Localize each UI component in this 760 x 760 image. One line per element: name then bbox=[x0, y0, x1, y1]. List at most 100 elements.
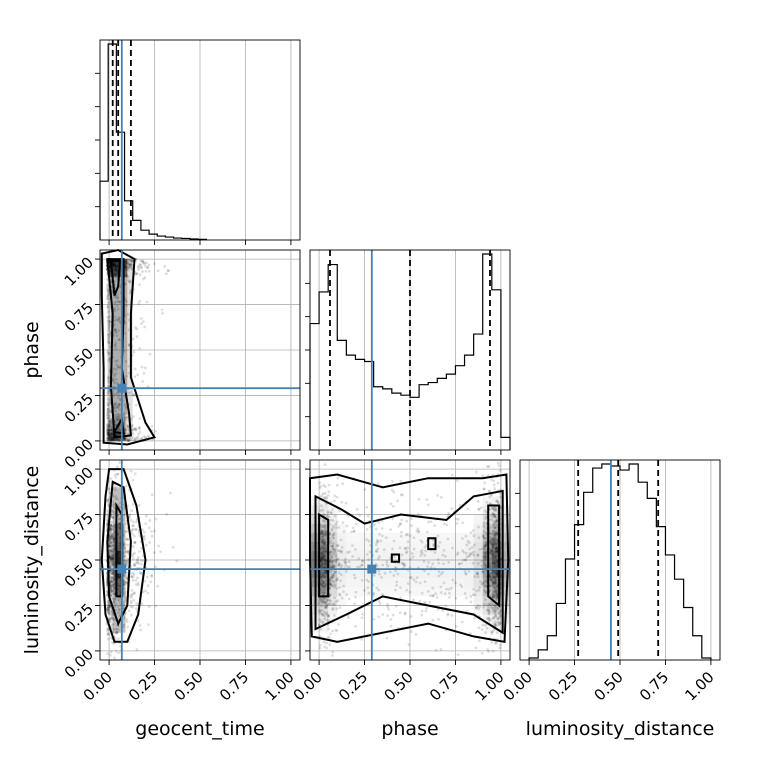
scatter-point bbox=[131, 545, 135, 548]
scatter-point bbox=[396, 499, 399, 503]
density-cell bbox=[346, 578, 356, 588]
scatter-point bbox=[136, 265, 140, 268]
scatter-point bbox=[106, 430, 109, 434]
scatter-point bbox=[106, 609, 110, 613]
density-cell bbox=[455, 569, 465, 579]
scatter-point bbox=[111, 601, 115, 604]
scatter-point bbox=[386, 603, 390, 606]
density-cell bbox=[446, 569, 456, 579]
scatter-point bbox=[108, 400, 112, 404]
scatter-point bbox=[148, 352, 152, 356]
scatter-point bbox=[108, 617, 112, 621]
scatter-point bbox=[344, 501, 348, 505]
scatter-point bbox=[124, 298, 128, 302]
scatter-point bbox=[465, 596, 468, 600]
scatter-point bbox=[387, 607, 390, 611]
scatter-point bbox=[125, 374, 129, 378]
scatter-point bbox=[108, 544, 112, 548]
scatter-point bbox=[106, 306, 110, 309]
scatter-point bbox=[144, 543, 148, 547]
scatter-point bbox=[113, 603, 117, 606]
density-cell bbox=[419, 569, 429, 579]
scatter-point bbox=[126, 268, 130, 272]
scatter-point bbox=[403, 612, 407, 616]
scatter-point bbox=[335, 483, 339, 487]
scatter-point bbox=[116, 433, 120, 437]
scatter-point bbox=[133, 591, 136, 595]
scatter-point bbox=[143, 366, 147, 370]
scatter-point bbox=[115, 598, 118, 602]
density-cell bbox=[319, 605, 329, 615]
scatter-point bbox=[169, 491, 172, 495]
scatter-point bbox=[111, 527, 115, 531]
density-cell bbox=[437, 550, 447, 560]
scatter-point bbox=[107, 310, 111, 314]
scatter-point bbox=[108, 603, 111, 607]
scatter-point bbox=[138, 283, 142, 287]
scatter-point bbox=[106, 410, 110, 414]
scatter-point bbox=[468, 631, 472, 635]
scatter-point bbox=[134, 578, 138, 582]
scatter-point bbox=[110, 432, 113, 436]
scatter-point bbox=[409, 615, 413, 618]
scatter-point bbox=[147, 623, 150, 627]
scatter-point bbox=[113, 295, 116, 298]
scatter-point bbox=[125, 620, 129, 623]
scatter-point bbox=[112, 563, 116, 567]
scatter-point bbox=[424, 609, 428, 613]
scatter-point bbox=[107, 436, 111, 440]
density-cell bbox=[319, 550, 329, 560]
density-cell bbox=[464, 560, 474, 570]
scatter-point bbox=[129, 289, 133, 292]
scatter-point bbox=[107, 439, 111, 443]
density-cell bbox=[328, 550, 338, 560]
scatter-point bbox=[110, 590, 114, 593]
scatter-point bbox=[318, 646, 322, 650]
density-cell bbox=[446, 587, 455, 596]
density-cell bbox=[473, 541, 483, 551]
scatter-point bbox=[109, 527, 113, 531]
density-cell bbox=[328, 560, 338, 570]
density-cell bbox=[382, 541, 392, 551]
scatter-point bbox=[123, 438, 127, 442]
scatter-point bbox=[115, 438, 119, 442]
scatter-point bbox=[127, 279, 131, 282]
scatter-point bbox=[112, 437, 115, 441]
scatter-point bbox=[112, 534, 115, 538]
density-cell bbox=[328, 578, 338, 588]
scatter-point bbox=[137, 302, 141, 306]
scatter-point bbox=[118, 439, 122, 443]
scatter-point bbox=[115, 304, 119, 308]
scatter-point bbox=[106, 297, 109, 301]
scatter-point bbox=[132, 350, 136, 354]
scatter-point bbox=[137, 561, 141, 565]
scatter-point bbox=[116, 366, 120, 369]
scatter-point bbox=[107, 432, 111, 435]
density-cell bbox=[373, 550, 383, 560]
scatter-point bbox=[125, 543, 129, 547]
contour-mid bbox=[106, 258, 132, 439]
density-cell bbox=[346, 550, 356, 560]
scatter-point bbox=[407, 643, 411, 646]
scatter-point bbox=[325, 646, 329, 650]
density-cell bbox=[319, 569, 329, 579]
scatter-point bbox=[117, 637, 120, 641]
scatter-point bbox=[108, 423, 112, 427]
density-cell bbox=[391, 569, 401, 579]
x-tick-label: 0.75 bbox=[426, 668, 462, 704]
scatter-point bbox=[109, 530, 113, 533]
scatter-point bbox=[374, 527, 378, 531]
scatter-point bbox=[141, 277, 145, 281]
scatter-point bbox=[107, 429, 111, 432]
scatter-point bbox=[139, 558, 143, 562]
x-tick-label: 1.00 bbox=[681, 668, 717, 704]
scatter-point bbox=[108, 605, 112, 608]
scatter-point bbox=[355, 507, 359, 511]
scatter-point bbox=[108, 426, 112, 430]
scatter-point bbox=[128, 266, 132, 269]
scatter-point bbox=[128, 263, 132, 267]
scatter-point bbox=[433, 524, 437, 528]
scatter-point bbox=[109, 548, 113, 552]
scatter-point bbox=[118, 338, 121, 342]
scatter-point bbox=[118, 319, 121, 323]
